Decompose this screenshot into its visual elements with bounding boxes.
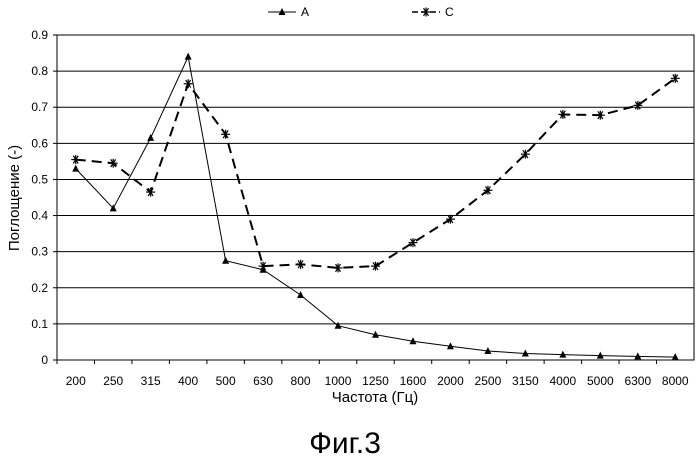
- data-point-asterisk: [334, 263, 343, 272]
- x-tick-label: 1000: [325, 374, 352, 388]
- y-tick-label: 0.7: [31, 100, 48, 114]
- x-tick-label: 250: [103, 374, 123, 388]
- y-tick-label: 0.9: [31, 28, 48, 42]
- data-point-triangle: [185, 53, 192, 60]
- x-tick-label: 8000: [662, 374, 689, 388]
- data-point-asterisk: [596, 111, 605, 120]
- y-tick-label: 0.5: [31, 172, 48, 186]
- x-tick-label: 2000: [437, 374, 464, 388]
- x-axis-title: Частота (Гц): [332, 389, 418, 406]
- data-point-triangle: [147, 134, 154, 141]
- x-tick-label: 5000: [587, 374, 614, 388]
- x-tick-label: 1250: [362, 374, 389, 388]
- y-tick-label: 0.6: [31, 136, 48, 150]
- data-point-triangle: [335, 322, 342, 329]
- data-point-triangle: [222, 257, 229, 264]
- x-tick-labels: 200 250 315 400 500 630 800 1000 1250 1600 2000 250…: [57, 360, 689, 388]
- y-tick-label: 0.2: [31, 281, 48, 295]
- series-line-A: [76, 57, 676, 357]
- y-tick-label: 0.4: [31, 209, 48, 223]
- series: [71, 53, 680, 360]
- data-point-asterisk: [184, 79, 193, 88]
- y-tick-label: 0.1: [31, 317, 48, 331]
- figure-caption: Фиг.3: [309, 427, 381, 460]
- legend-label: A: [301, 5, 309, 19]
- x-tick-label: 4000: [550, 374, 577, 388]
- data-point-asterisk: [109, 159, 118, 168]
- x-tick-label: 200: [66, 374, 86, 388]
- data-point-asterisk: [71, 155, 80, 164]
- plot-area: [57, 35, 694, 360]
- x-tick-label: 400: [178, 374, 198, 388]
- y-axis-title: Поглощение (-): [6, 145, 23, 251]
- y-tick-label: 0: [41, 353, 48, 367]
- data-point-asterisk: [296, 260, 305, 269]
- data-point-asterisk: [558, 110, 567, 119]
- series-A: [72, 53, 679, 360]
- data-point-triangle: [72, 165, 79, 172]
- x-tick-label: 1600: [400, 374, 427, 388]
- x-tick-label: 6300: [624, 374, 651, 388]
- legend-item-A: A: [268, 5, 309, 19]
- x-tick-label: 315: [141, 374, 161, 388]
- data-point-triangle: [297, 291, 304, 298]
- legend-label: C: [445, 5, 454, 19]
- x-tick-label: 800: [291, 374, 311, 388]
- y-tick-labels: 0 0.1 0.2 0.3 0.4 0.5 0.6 0.7 0.8 0.9: [31, 28, 57, 367]
- x-tick-label: 3150: [512, 374, 539, 388]
- legend-item-C: C: [412, 5, 454, 19]
- series-C: [71, 74, 680, 273]
- x-tick-label: 500: [216, 374, 236, 388]
- x-tick-label: 2500: [475, 374, 502, 388]
- x-tick-label: 630: [253, 374, 273, 388]
- y-tick-label: 0.8: [31, 64, 48, 78]
- y-tick-label: 0.3: [31, 245, 48, 259]
- gridlines: [57, 71, 694, 324]
- data-point-asterisk: [422, 8, 431, 17]
- legend: AC: [268, 5, 454, 19]
